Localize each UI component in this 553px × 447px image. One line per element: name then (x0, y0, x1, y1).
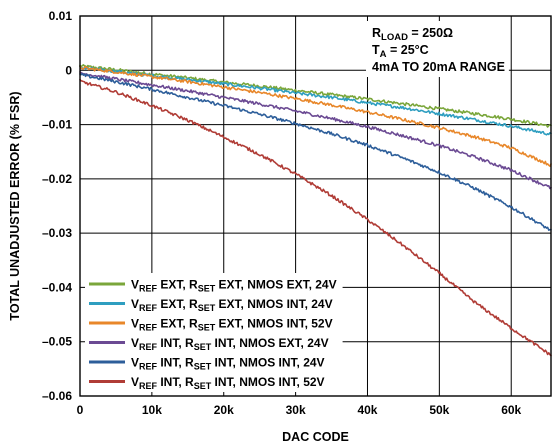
y-tick-label: 0.01 (49, 9, 73, 23)
x-tick-label: 0 (77, 403, 84, 417)
x-tick-label: 60k (501, 403, 521, 417)
plot-frame (79, 15, 552, 397)
legend: VREF EXT, RSET EXT, NMOS EXT, 24V VREF EX… (89, 278, 337, 391)
annotation-text: TA = 25°C (372, 43, 429, 60)
series-line-1 (79, 64, 552, 128)
y-axis-title: TOTAL UNADJUSTED ERROR (% FSR) (8, 91, 22, 320)
legend-background (85, 273, 343, 392)
annotation-text: RLOAD = 250Ω (372, 26, 453, 43)
series-lines (79, 64, 552, 357)
series-line-3 (79, 65, 552, 167)
legend-label: VREF EXT, RSET EXT, NMOS INT, 52V (131, 317, 333, 333)
x-axis-title: DAC CODE (282, 430, 349, 444)
legend-label: VREF INT, RSET INT, NMOS INT, 24V (131, 356, 325, 372)
x-tick-label: 40k (357, 403, 377, 417)
x-tick-label: 30k (286, 403, 306, 417)
y-tick-label: –0.02 (42, 172, 72, 186)
legend-label: VREF INT, RSET INT, NMOS INT, 52V (131, 375, 325, 391)
legend-label: VREF EXT, RSET EXT, NMOS INT, 24V (131, 297, 333, 313)
x-tick-label: 20k (214, 403, 234, 417)
y-tick-label: –0.01 (42, 118, 72, 132)
legend-label: VREF EXT, RSET EXT, NMOS EXT, 24V (131, 278, 337, 294)
legend-label: VREF INT, RSET INT, NMOS EXT, 24V (131, 336, 329, 352)
y-tick-label: 0 (65, 63, 72, 77)
y-tick-label: –0.06 (42, 389, 72, 403)
annotation-background (366, 21, 509, 77)
y-tick-label: –0.04 (42, 280, 72, 294)
annotation-text: 4mA TO 20mA RANGE (372, 60, 505, 74)
y-tick-label: –0.03 (42, 226, 72, 240)
series-line-5 (79, 72, 552, 231)
x-tick-label: 50k (429, 403, 449, 417)
tick-labels: 0 10k 20k 30k 40k 50k 60k 0.01 0 –0.01 –0.02 –0.03 –… (42, 9, 522, 417)
series-line-4 (79, 71, 552, 190)
x-tick-label: 10k (142, 403, 162, 417)
series-line-6 (79, 78, 552, 357)
y-tick-label: –0.05 (42, 335, 72, 349)
